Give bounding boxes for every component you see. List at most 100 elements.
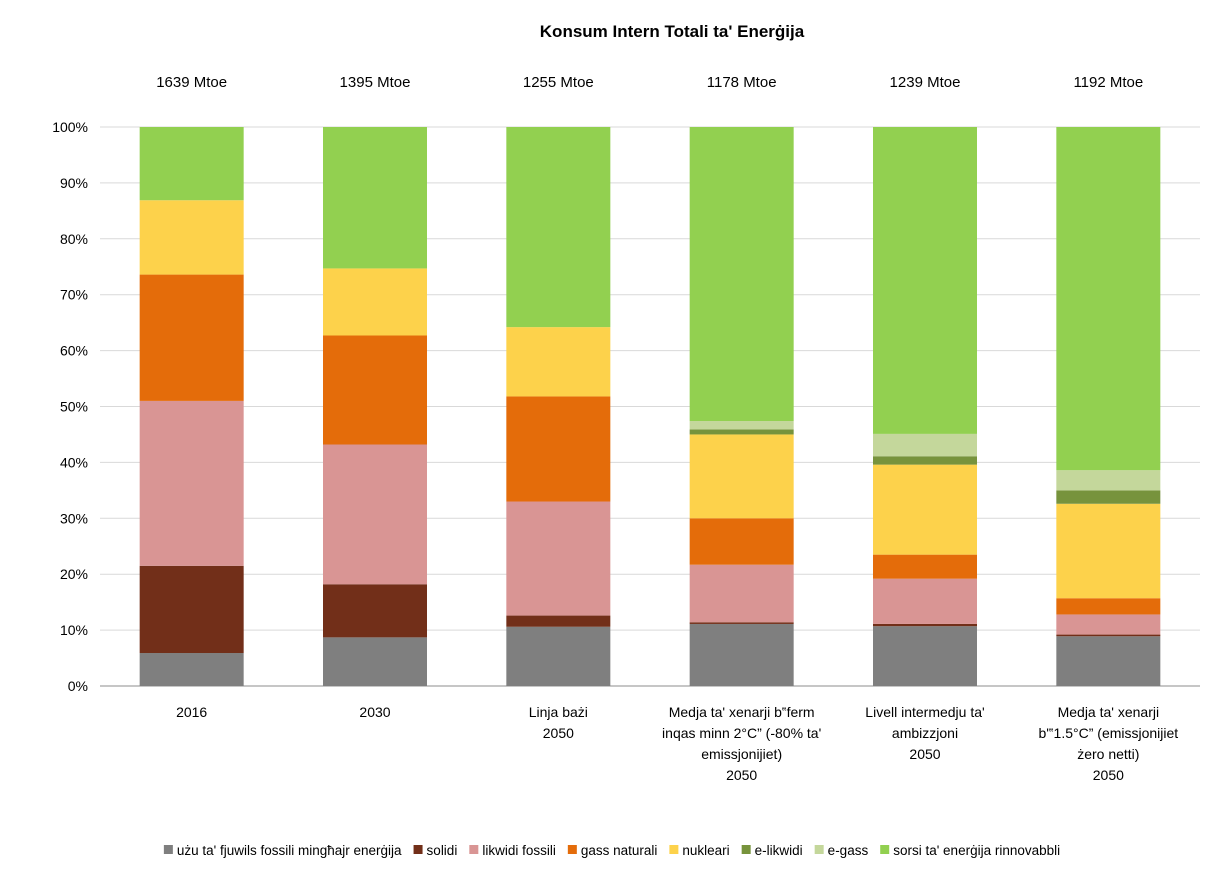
legend-item: likwidi fossili — [469, 843, 556, 858]
legend-item: nukleari — [669, 843, 730, 858]
legend-label: sorsi ta' enerġija rinnovabbli — [893, 843, 1060, 858]
bar-segment — [323, 335, 427, 445]
bar-segment — [689, 623, 794, 686]
bar-segment — [1056, 127, 1161, 471]
total-label: 1395 Mtoe — [340, 74, 411, 91]
x-tick-label: 2050 — [726, 767, 757, 783]
bar-segment — [506, 127, 611, 328]
bar-segment — [689, 429, 794, 435]
legend: użu ta' fjuwils fossili mingħajr enerġij… — [163, 843, 1060, 858]
legend-item: solidi — [413, 843, 458, 858]
bar-segment — [689, 518, 794, 565]
bar-segment — [873, 127, 977, 434]
x-tick-label: 2050 — [1093, 767, 1124, 783]
bar-segment — [506, 396, 611, 502]
total-label: 1239 Mtoe — [890, 74, 961, 91]
chart-title: Konsum Intern Totali ta' Enerġija — [540, 22, 805, 41]
x-tick-label: 2016 — [176, 704, 207, 720]
bar-segment — [873, 623, 977, 627]
bar-stack — [689, 127, 794, 686]
bar-segment — [689, 564, 794, 623]
y-tick-label: 100% — [52, 119, 88, 135]
bar-segment — [323, 127, 427, 269]
bar-segment — [139, 565, 244, 654]
x-tick-label: żero netti) — [1077, 746, 1139, 762]
bar-stack — [873, 127, 977, 686]
legend-label: solidi — [427, 843, 458, 858]
legend-label: e-likwidi — [755, 843, 803, 858]
bar-segment — [323, 444, 427, 585]
legend-swatch — [741, 845, 751, 854]
y-tick-label: 80% — [60, 231, 88, 247]
total-label: 1178 Mtoe — [707, 74, 777, 91]
legend-item: e-likwidi — [741, 843, 803, 858]
bar-segment — [139, 274, 244, 401]
y-tick-label: 70% — [60, 287, 88, 303]
gridlines — [100, 126, 1200, 687]
bar-segment — [506, 615, 611, 627]
bar-segment — [1056, 636, 1161, 686]
bar-segment — [873, 626, 977, 686]
bar-segment — [1056, 490, 1161, 504]
bar-segment — [873, 554, 977, 579]
y-tick-label: 60% — [60, 343, 88, 359]
x-tick-label: 2050 — [909, 746, 940, 762]
y-tick-label: 40% — [60, 454, 88, 470]
bar-segment — [323, 584, 427, 638]
x-tick-label: ambizzjoni — [892, 725, 958, 741]
legend-swatch — [669, 845, 679, 854]
bar-segment — [1056, 470, 1161, 491]
legend-swatch — [880, 845, 890, 854]
bar-segment — [1056, 634, 1161, 637]
bar-segment — [506, 501, 611, 616]
bar-stack — [506, 127, 611, 686]
bar-segment — [1056, 503, 1161, 599]
bar-segment — [873, 433, 977, 457]
bar-segment — [1056, 614, 1161, 635]
legend-item: użu ta' fjuwils fossili mingħajr enerġij… — [163, 843, 402, 858]
legend-swatch — [814, 845, 824, 854]
bar-stack — [139, 127, 244, 686]
x-tick-label: inqas minn 2°C” (-80% ta' — [662, 725, 821, 741]
legend-swatch — [413, 845, 423, 854]
y-tick-label: 50% — [60, 399, 88, 415]
bars — [139, 127, 1161, 686]
bar-segment — [689, 622, 794, 624]
legend-label: likwidi fossili — [482, 843, 556, 858]
legend-label: gass naturali — [581, 843, 658, 858]
bar-stack — [1056, 127, 1161, 686]
x-tick-label: emissjonijiet) — [701, 746, 782, 762]
bar-segment — [1056, 598, 1161, 615]
legend-label: e-gass — [828, 843, 869, 858]
bar-segment — [139, 127, 244, 201]
total-labels: 1639 Mtoe 1395 Mtoe 1255 Mtoe 1178 Mtoe 1239… — [156, 74, 1143, 91]
total-label: 1639 Mtoe — [156, 74, 227, 91]
y-tick-label: 20% — [60, 566, 88, 582]
bar-segment — [689, 421, 794, 430]
y-tick-label: 90% — [60, 175, 88, 191]
legend-label: użu ta' fjuwils fossili mingħajr enerġij… — [177, 843, 402, 858]
total-label: 1192 Mtoe — [1073, 74, 1143, 91]
y-tick-label: 10% — [60, 622, 88, 638]
bar-segment — [689, 127, 794, 422]
bar-segment — [873, 456, 977, 465]
bar-segment — [139, 653, 244, 686]
legend-label: nukleari — [682, 843, 729, 858]
x-tick-label: b'‟1.5°C” (emissjonijiet — [1038, 725, 1178, 741]
legend-item: e-gass — [814, 843, 869, 858]
bar-stack — [323, 127, 427, 686]
legend-item: sorsi ta' enerġija rinnovabbli — [880, 843, 1060, 858]
x-tick-label: Livell intermedju ta' — [865, 704, 984, 720]
bar-segment — [873, 464, 977, 555]
bar-segment — [689, 434, 794, 519]
x-axis: 2016 2030 Linja bażi 2050 Medja ta' xenarji … — [176, 704, 1178, 783]
legend-item: gass naturali — [567, 843, 658, 858]
x-tick-label: Medja ta' xenarji — [1058, 704, 1160, 720]
x-tick-label: 2030 — [359, 704, 390, 720]
bar-segment — [873, 578, 977, 624]
y-tick-label: 30% — [60, 510, 88, 526]
bar-segment — [139, 200, 244, 275]
x-tick-label: Linja bażi — [529, 704, 588, 720]
y-tick-label: 0% — [68, 678, 88, 694]
